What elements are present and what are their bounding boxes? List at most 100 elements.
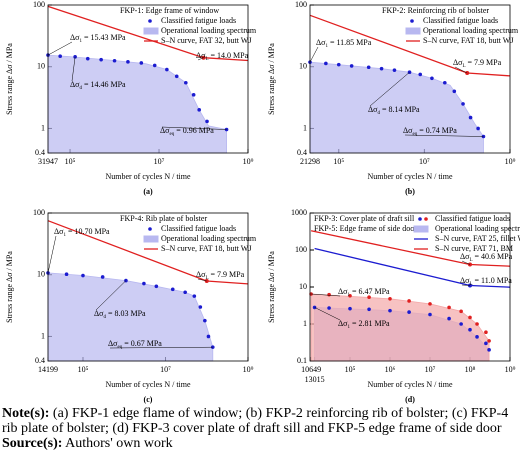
legend-marker	[148, 227, 152, 231]
annotation: Δσd = 14.46 MPa	[70, 80, 126, 91]
load-point	[192, 294, 197, 298]
load-point	[197, 108, 202, 112]
annotation-subscript: d	[377, 111, 380, 116]
annotation: ΔσL = 7.9 MPa	[196, 270, 245, 281]
load-point	[388, 296, 392, 301]
annotation-arrow	[197, 278, 207, 282]
annotation: Δσd = 8.03 MPa	[94, 309, 146, 320]
annotation-symbol: Δσ	[70, 33, 80, 42]
load-point	[126, 60, 130, 64]
load-point	[170, 287, 175, 292]
legend-marker	[143, 27, 159, 35]
legend-label: S–N curve, FAT 18, butt WJ	[161, 244, 251, 253]
annotation: ΔσL = 14.0 MPa	[196, 51, 249, 62]
legend-label: Classified fatigue loads	[161, 16, 236, 25]
load-point	[487, 339, 491, 343]
x-tick-label: 10⁵	[65, 157, 76, 166]
load-point	[191, 93, 196, 97]
annotation-symbol: Δσ	[338, 287, 348, 296]
x-tick-label: 10⁹	[243, 157, 254, 166]
annotation-subscript: eq	[117, 345, 122, 350]
annotation-text: = 11.0 MPa	[473, 276, 513, 285]
y-tick-label: 0.4	[297, 148, 307, 157]
x-tick-label: 10⁵	[345, 365, 356, 374]
legend-marker	[418, 217, 422, 221]
annotation-subscript: 1	[347, 293, 350, 298]
legend-marker	[424, 217, 428, 221]
annotation-subscript: 1	[325, 44, 328, 49]
annotation-symbol: Δσ	[160, 126, 170, 135]
load-point	[428, 312, 432, 317]
y-tick-label: 10	[37, 270, 45, 279]
legend-label: Classified fatigue loads	[423, 16, 498, 25]
annotation: ΔσL = 11.0 MPa	[460, 276, 512, 287]
annotation-text: = 6.47 MPa	[350, 287, 390, 296]
load-point	[468, 327, 472, 332]
legend-title: FKP-1: Edge frame of window	[120, 6, 219, 15]
annotation-subscript: d	[79, 86, 82, 91]
load-point	[468, 315, 472, 320]
annotation-symbol: Δσ	[403, 126, 413, 135]
x-tick-label: 10⁸	[465, 365, 476, 374]
annotation-symbol: Δσ	[460, 252, 470, 261]
x-tick-label: 10⁷	[425, 365, 436, 374]
annotation-subscript: 1	[79, 39, 82, 44]
y-tick-label: 1	[41, 123, 45, 132]
y-tick-label: 10	[37, 62, 45, 71]
load-point	[407, 299, 411, 303]
x-tick-label: 14199	[38, 365, 58, 374]
source-text: Authors' own work	[65, 436, 173, 451]
annotation: Δσeq = 0.67 MPa	[108, 339, 162, 350]
load-point	[206, 334, 211, 339]
notes-text: (a) FKP-1 edge flame of window; (b) FKP-…	[2, 406, 509, 436]
legend-marker	[143, 235, 159, 243]
legend-marker	[148, 19, 152, 23]
load-point	[142, 281, 146, 286]
y-axis-title: Stress range Δσ / MPa	[5, 43, 14, 115]
load-point	[64, 272, 69, 276]
y-tick-label: 0.4	[35, 356, 45, 365]
caption: Note(s): (a) FKP-1 edge flame of window;…	[2, 406, 518, 451]
annotation-text: = 8.14 MPa	[380, 105, 420, 114]
annotation-text: = 2.81 MPa	[350, 319, 390, 328]
legend-label: Operational loading spectrum	[161, 26, 257, 35]
annotation-subscript: L	[205, 57, 208, 62]
legend-marker	[410, 19, 414, 23]
annotation-text: = 40.6 MPa	[473, 252, 513, 261]
annotation-arrow	[95, 280, 127, 311]
y-tick-label: 10	[299, 282, 307, 291]
y-tick-label: 0.1	[297, 356, 307, 365]
annotation-text: = 0.96 MPa	[174, 126, 214, 135]
load-point	[459, 309, 463, 314]
annotation-arrow	[197, 57, 204, 61]
load-point	[81, 273, 85, 278]
load-point	[205, 119, 209, 124]
load-point	[447, 316, 451, 321]
y-axis-title: Stress range Δσ / MPa	[267, 43, 276, 115]
annotation: Δσ1 = 11.85 MPa	[316, 38, 372, 49]
annotation-symbol: Δσ	[196, 51, 206, 60]
load-point	[407, 310, 411, 314]
annotation: Δσ1 = 15.43 MPa	[70, 33, 126, 44]
annotation-arrow	[161, 126, 227, 130]
annotation-arrow	[47, 41, 73, 56]
load-point	[476, 126, 480, 131]
load-point	[367, 307, 371, 312]
x-tick-label: 10⁷	[419, 157, 430, 166]
x-tick-label: 10⁷	[154, 157, 165, 166]
x-axis-title: Number of cycles N / time	[367, 380, 453, 389]
annotation-symbol: Δσ	[196, 270, 206, 279]
annotation: Δσeq = 0.96 MPa	[160, 126, 214, 137]
load-point	[324, 61, 328, 66]
annotation-subscript: L	[469, 282, 472, 287]
load-point	[428, 302, 432, 306]
annotation: Δσ1 = 10.70 MPa	[54, 227, 110, 238]
annotation-text: = 7.9 MPa	[209, 270, 245, 279]
y-axis-title: Stress range Δσ / MPa	[267, 251, 276, 323]
annotation-text: = 7.9 MPa	[466, 58, 502, 67]
legend-label: S–N curve, FAT 32, butt WJ	[161, 36, 251, 45]
plot-frame	[47, 212, 249, 362]
annotation: Δσ1 = 6.47 MPa	[338, 287, 390, 298]
figure: 0.4 1 10 100 31947 10⁵ 10⁷ 10⁹ FKP-1: Edge frame…	[5, 0, 520, 404]
